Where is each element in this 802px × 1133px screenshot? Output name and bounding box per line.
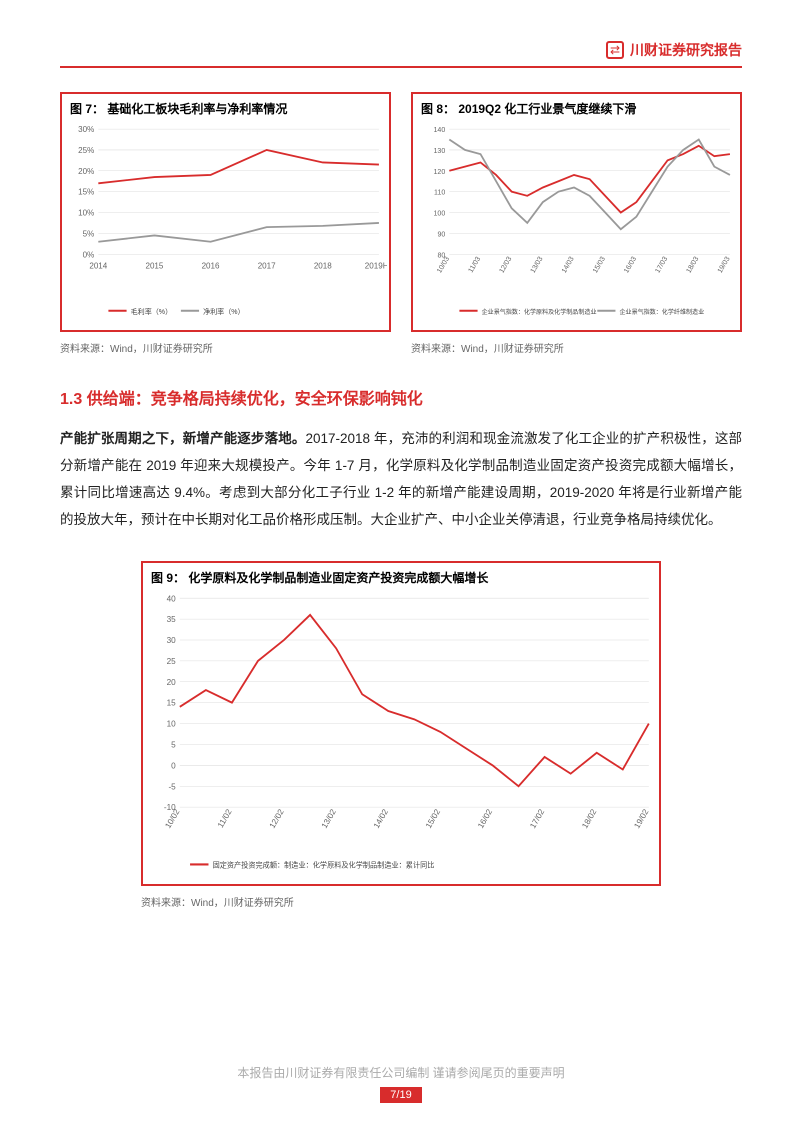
svg-text:19/03: 19/03 [717, 256, 732, 275]
chart8-title: 图 8： 2019Q2 化工行业景气度继续下滑 [415, 96, 738, 121]
svg-text:20%: 20% [78, 167, 94, 176]
svg-text:15/03: 15/03 [592, 256, 607, 275]
svg-text:25%: 25% [78, 146, 94, 155]
svg-text:10: 10 [167, 719, 177, 728]
brand-text: 川财证券研究报告 [630, 40, 742, 60]
svg-text:12/02: 12/02 [268, 807, 286, 830]
svg-text:30: 30 [167, 636, 177, 645]
body-paragraph: 产能扩张周期之下，新增产能逐步落地。2017-2018 年，充沛的利润和现金流激… [60, 425, 742, 533]
chart8-source: 资料来源：Wind，川财证券研究所 [411, 336, 742, 355]
chart9-container: 图 9： 化学原料及化学制品制造业固定资产投资完成额大幅增长 -10-50510… [141, 561, 661, 886]
svg-text:2014: 2014 [89, 261, 107, 270]
svg-text:0: 0 [171, 761, 176, 770]
paragraph-lead: 产能扩张周期之下，新增产能逐步落地。 [60, 431, 305, 446]
svg-text:企业景气指数：化学纤维制造业: 企业景气指数：化学纤维制造业 [619, 308, 704, 316]
page-footer: 本报告由川财证券有限责任公司编制 谨请参阅尾页的重要声明 7/19 [0, 1064, 802, 1103]
svg-text:19/02: 19/02 [632, 807, 650, 830]
svg-text:11/02: 11/02 [216, 807, 234, 829]
svg-text:17/03: 17/03 [654, 256, 669, 275]
svg-text:13/03: 13/03 [530, 256, 545, 275]
svg-text:35: 35 [167, 615, 177, 624]
svg-text:净利率（%）: 净利率（%） [203, 307, 245, 316]
svg-text:5: 5 [171, 740, 176, 749]
svg-text:2018: 2018 [314, 261, 332, 270]
charts-row-top: 图 7： 基础化工板块毛利率与净利率情况 0% 5% 10% 15% 20% 25% 30%… [60, 92, 742, 332]
chart7-container: 图 7： 基础化工板块毛利率与净利率情况 0% 5% 10% 15% 20% 25% 30%… [60, 92, 391, 332]
svg-text:15%: 15% [78, 188, 94, 197]
source-row-top: 资料来源：Wind，川财证券研究所 资料来源：Wind，川财证券研究所 [60, 336, 742, 355]
svg-text:12/03: 12/03 [499, 256, 514, 275]
svg-text:130: 130 [434, 148, 446, 155]
svg-text:17/02: 17/02 [528, 807, 546, 830]
logo-icon: ⇄ [606, 41, 624, 59]
svg-text:18/03: 18/03 [686, 256, 701, 275]
svg-text:5%: 5% [83, 229, 95, 238]
svg-text:毛利率（%）: 毛利率（%） [131, 307, 173, 316]
chart9-svg: -10-5051015202530354010/0211/0212/0213/0… [145, 590, 657, 877]
svg-text:120: 120 [434, 169, 446, 176]
svg-text:30%: 30% [78, 125, 94, 134]
svg-text:14/03: 14/03 [561, 256, 576, 275]
svg-text:110: 110 [434, 190, 445, 197]
chart7-title: 图 7： 基础化工板块毛利率与净利率情况 [64, 96, 387, 121]
svg-text:20: 20 [167, 678, 177, 687]
svg-text:13/02: 13/02 [320, 807, 338, 830]
chart9-title: 图 9： 化学原料及化学制品制造业固定资产投资完成额大幅增长 [145, 565, 657, 590]
svg-text:固定资产投资完成额：制造业：化学原料及化学制品制造业：累计同: 固定资产投资完成额：制造业：化学原料及化学制品制造业：累计同比 [213, 860, 435, 869]
svg-text:-5: -5 [168, 782, 176, 791]
svg-text:14/02: 14/02 [372, 807, 390, 830]
page-number: 7/19 [380, 1087, 421, 1103]
svg-text:140: 140 [434, 127, 446, 134]
chart9-source: 资料来源：Wind，川财证券研究所 [141, 890, 661, 909]
svg-text:100: 100 [434, 211, 446, 218]
svg-text:40: 40 [167, 594, 177, 603]
chart8-container: 图 8： 2019Q2 化工行业景气度继续下滑 8090100110120130… [411, 92, 742, 332]
svg-text:25: 25 [167, 657, 177, 666]
svg-text:10%: 10% [78, 209, 94, 218]
svg-text:企业景气指数：化学原料及化学制品制造业: 企业景气指数：化学原料及化学制品制造业 [482, 308, 597, 316]
page-header: ⇄ 川财证券研究报告 [60, 40, 742, 68]
chart7-svg: 0% 5% 10% 15% 20% 25% 30% 2014 2015 2016 2017 2018 2… [64, 121, 387, 323]
svg-text:16/03: 16/03 [623, 256, 638, 275]
footer-disclaimer: 本报告由川财证券有限责任公司编制 谨请参阅尾页的重要声明 [0, 1064, 802, 1081]
section-heading-1-3: 1.3 供给端：竞争格局持续优化，安全环保影响钝化 [60, 385, 742, 409]
svg-text:0%: 0% [83, 250, 95, 259]
svg-text:2017: 2017 [258, 261, 276, 270]
svg-text:16/02: 16/02 [476, 807, 494, 830]
svg-text:2016: 2016 [202, 261, 220, 270]
svg-text:11/03: 11/03 [468, 256, 483, 274]
svg-text:18/02: 18/02 [580, 807, 598, 830]
chart8-svg: 809010011012013014010/0311/0312/0313/031… [415, 121, 738, 323]
svg-text:2015: 2015 [145, 261, 163, 270]
chart7-source: 资料来源：Wind，川财证券研究所 [60, 336, 391, 355]
svg-text:2019H1: 2019H1 [365, 261, 387, 270]
svg-text:90: 90 [437, 231, 445, 238]
svg-text:15/02: 15/02 [424, 807, 442, 830]
svg-text:15: 15 [167, 699, 177, 708]
